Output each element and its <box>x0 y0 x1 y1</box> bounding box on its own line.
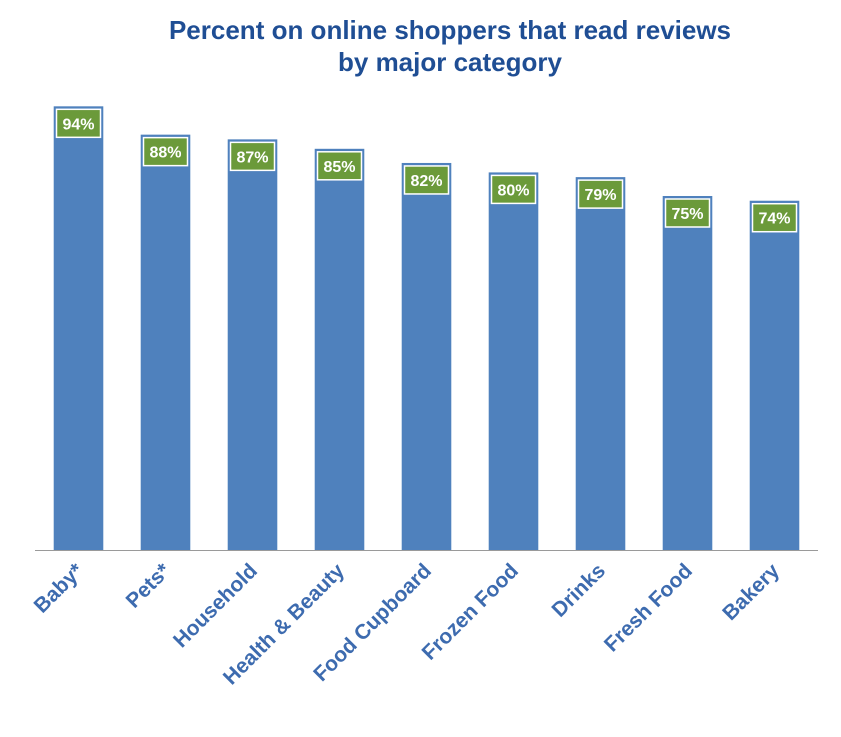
bar-8 <box>749 200 800 550</box>
category-label-7: Fresh Food <box>600 559 697 656</box>
bar-2 <box>227 139 278 551</box>
data-label-2: 87% <box>236 149 268 166</box>
data-label-box-1 <box>142 136 189 167</box>
category-label-0: Baby* <box>30 559 89 618</box>
data-label-8: 74% <box>758 211 790 228</box>
bar-0 <box>53 106 104 550</box>
chart-title-line-2: by major category <box>338 47 562 77</box>
data-label-box-7 <box>664 198 711 228</box>
data-label-7: 75% <box>671 206 703 223</box>
bar-5 <box>488 172 539 550</box>
data-label-box-4 <box>403 165 450 195</box>
chart-title: Percent on online shoppers that read rev… <box>0 14 841 78</box>
data-label-box-6 <box>577 179 624 209</box>
bar-4 <box>401 162 452 550</box>
category-label-2: Household <box>169 559 262 652</box>
data-label-box-3 <box>316 151 363 181</box>
bars-group <box>53 106 800 551</box>
data-label-0: 94% <box>62 116 94 133</box>
category-label-6: Drinks <box>548 559 610 621</box>
bar-1 <box>140 134 191 550</box>
data-label-3: 85% <box>323 159 355 176</box>
data-label-box-2 <box>229 141 276 172</box>
category-label-8: Bakery <box>718 559 784 625</box>
data-label-box-8 <box>751 202 798 233</box>
bar-3 <box>314 148 365 551</box>
data-label-5: 80% <box>497 182 529 199</box>
bar-6 <box>575 177 626 550</box>
data-label-6: 79% <box>584 187 616 204</box>
data-label-box-5 <box>490 174 537 205</box>
data-label-box-0 <box>55 108 102 139</box>
data-labels-group: 94% 88% 87% 85% 82% 80% 79% 75% 74% <box>55 108 798 233</box>
category-label-1: Pets* <box>122 559 176 613</box>
data-label-1: 88% <box>149 145 181 162</box>
data-label-4: 82% <box>410 173 442 190</box>
bar-7 <box>662 196 713 550</box>
chart-title-line-1: Percent on online shoppers that read rev… <box>168 15 732 45</box>
